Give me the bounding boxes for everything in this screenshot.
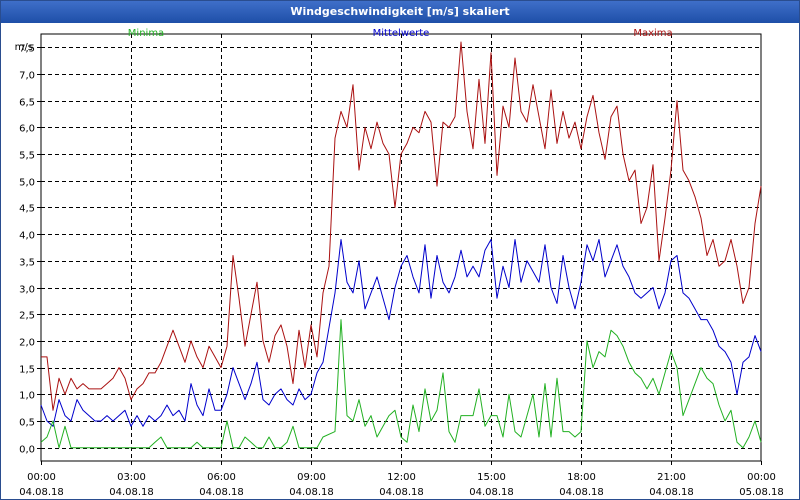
x-tick-date: 04.08.18 — [199, 487, 244, 498]
x-tick-date: 04.08.18 — [649, 487, 694, 498]
y-axis-label: m/s — [15, 42, 33, 53]
legend-minima: Minima — [128, 28, 164, 39]
y-axis-ticks: 0,0 0,5 1,0 1,5 2,0 2,5 3,0 3,5 4,0 4,5 5,0 5,5 6,0 6… — [19, 44, 41, 456]
y-tick-label: 0,0 — [19, 445, 35, 456]
x-tick-time: 06:00 — [207, 472, 236, 483]
x-tick-date: 04.08.18 — [109, 487, 154, 498]
y-tick-label: 7,0 — [19, 71, 35, 82]
y-tick-label: 1,5 — [19, 365, 35, 376]
series — [40, 41, 762, 449]
x-tick-time: 21:00 — [657, 472, 686, 483]
y-tick-label: 2,5 — [19, 311, 35, 322]
y-tick-label: 4,0 — [19, 231, 35, 242]
series-minima-line — [40, 319, 762, 449]
x-tick-date: 04.08.18 — [19, 487, 64, 498]
y-tick-label: 2,0 — [19, 338, 35, 349]
series-mittelwerte-line — [40, 239, 762, 427]
legend-maxima: Maxima — [633, 28, 672, 39]
series-maxima-line — [41, 41, 762, 411]
y-tick-label: 4,5 — [19, 204, 35, 215]
y-tick-label: 0,5 — [19, 418, 35, 429]
x-tick-date: 04.08.18 — [469, 487, 514, 498]
x-tick-time: 18:00 — [567, 472, 596, 483]
legend-mittelwerte: Mittelwerte — [373, 28, 430, 39]
x-tick-date: 05.08.18 — [739, 487, 784, 498]
x-tick-date: 04.08.18 — [559, 487, 604, 498]
y-tick-label: 6,5 — [19, 98, 35, 109]
x-tick-time: 03:00 — [117, 472, 146, 483]
y-tick-label: 1,0 — [19, 391, 35, 402]
y-tick-label: 5,5 — [19, 151, 35, 162]
y-tick-label: 6,0 — [19, 124, 35, 135]
y-tick-label: 3,5 — [19, 258, 35, 269]
y-tick-label: 7,5 — [19, 44, 35, 55]
y-tick-label: 5,0 — [19, 178, 35, 189]
x-tick-date: 04.08.18 — [289, 487, 334, 498]
x-tick-date: 04.08.18 — [379, 487, 424, 498]
y-tick-label: 3,0 — [19, 285, 35, 296]
x-tick-time: 09:00 — [297, 472, 326, 483]
grid — [41, 34, 761, 461]
x-tick-time: 00:00 — [27, 472, 56, 483]
x-axis-ticks: 00:00 04.08.18 03:00 04.08.18 06:00 04.08.18 0… — [19, 461, 784, 498]
window-title: Windgeschwindigkeit [m/s] skaliert — [1, 1, 799, 23]
x-tick-time: 15:00 — [477, 472, 506, 483]
x-tick-time: 00:00 — [747, 472, 776, 483]
x-tick-time: 12:00 — [387, 472, 416, 483]
